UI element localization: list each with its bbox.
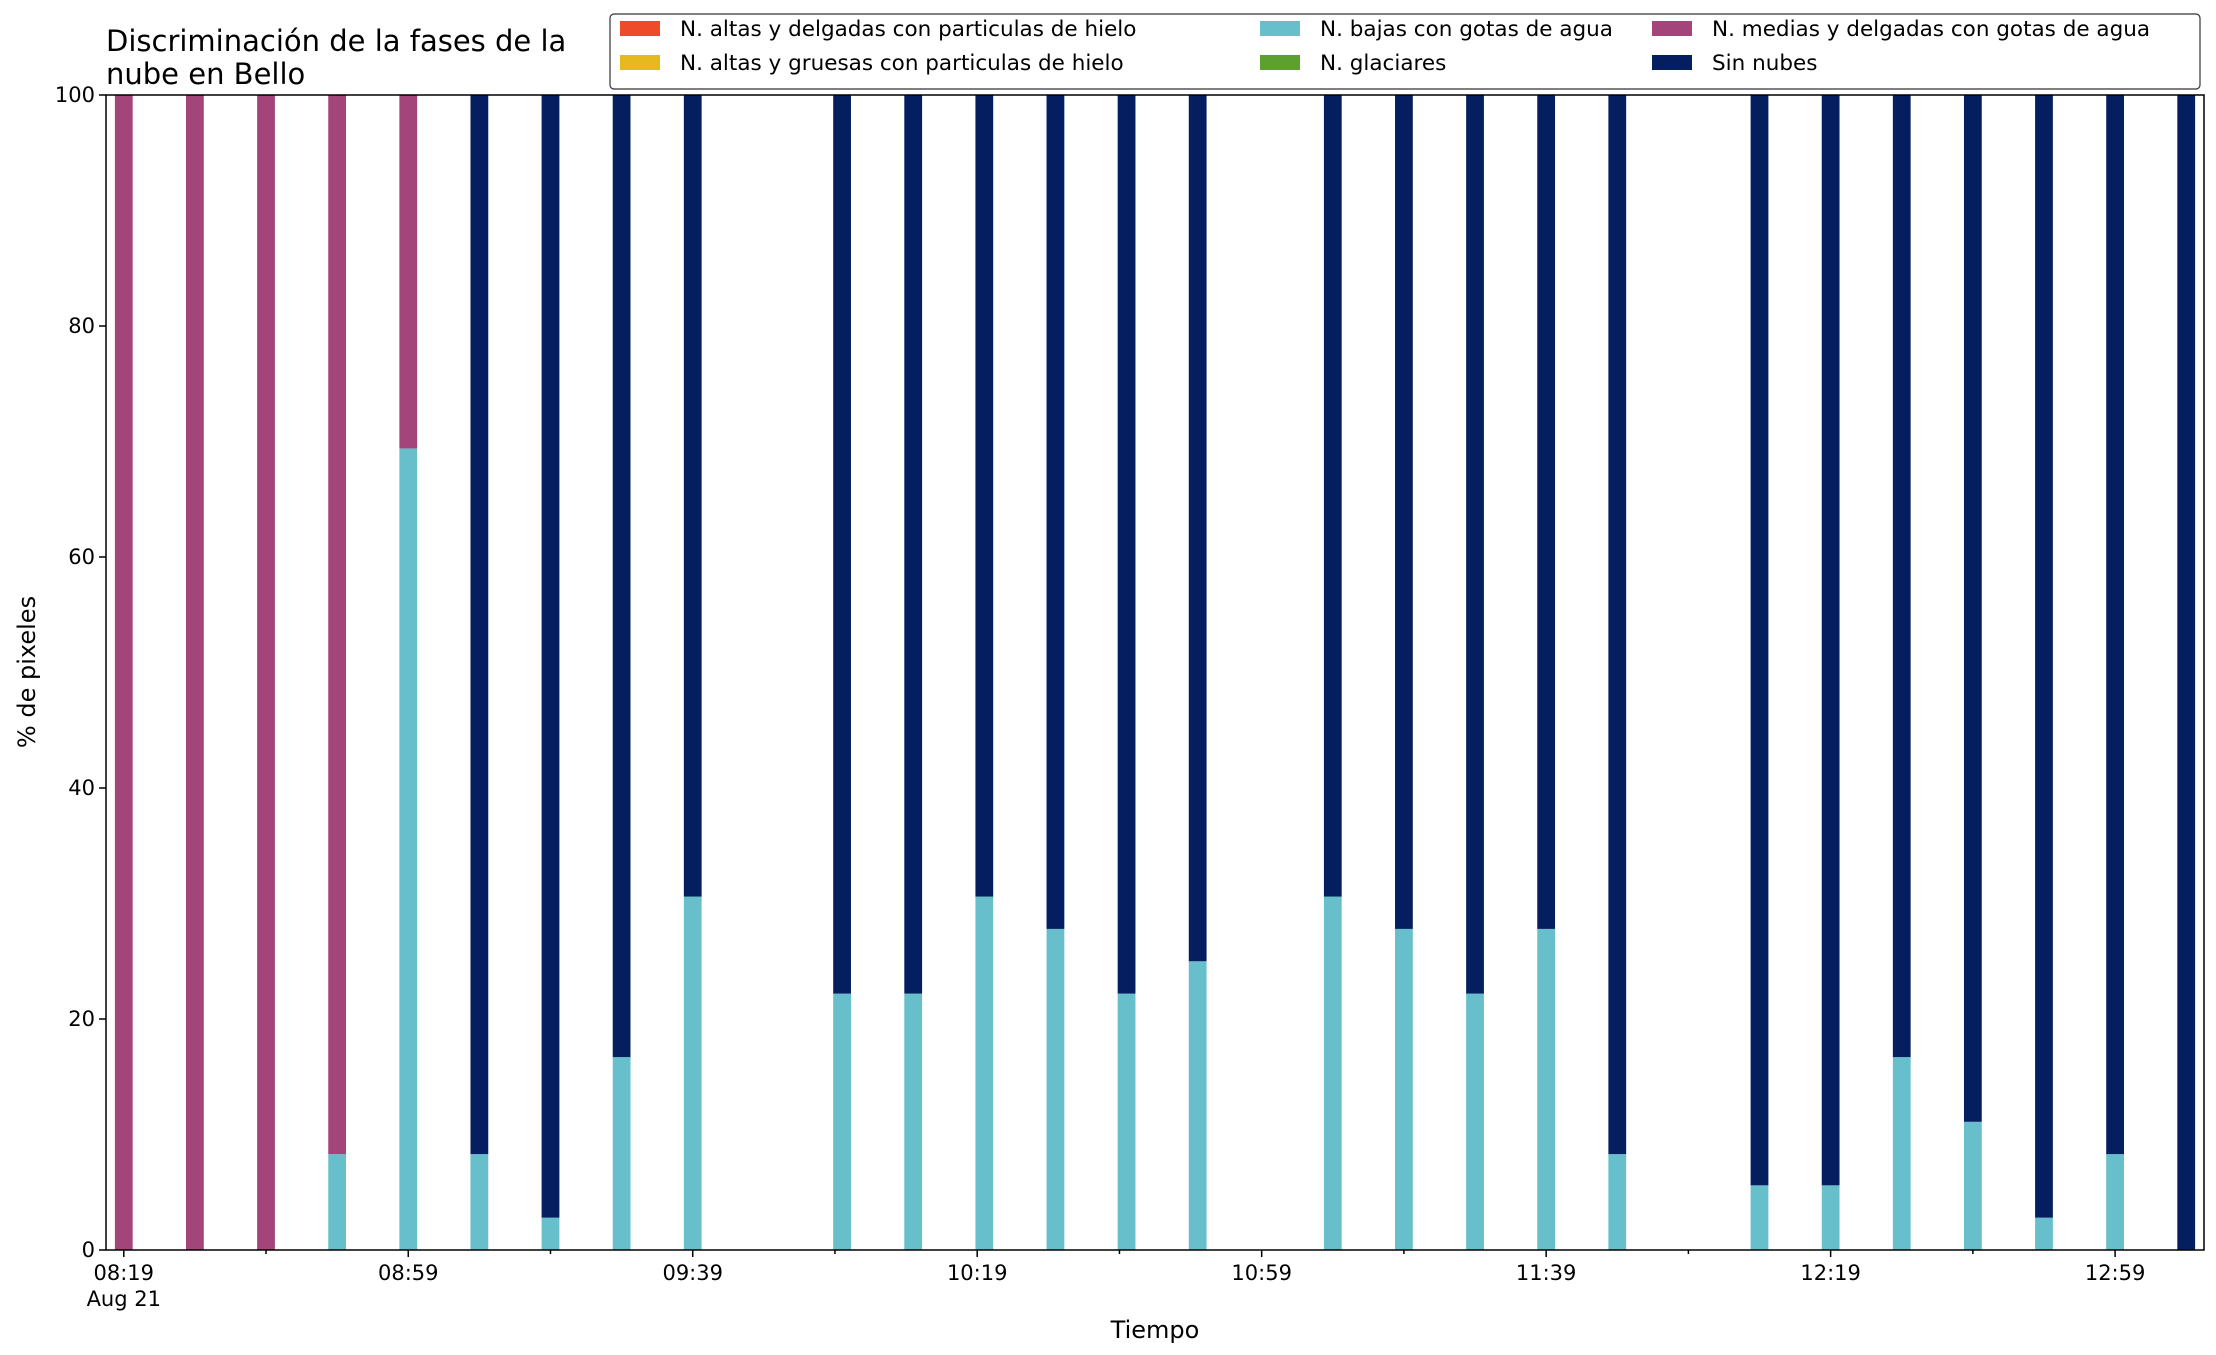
bar-segment: [1750, 95, 1769, 1186]
bar-segment: [683, 896, 702, 1250]
bar-segment: [833, 95, 851, 994]
x-tick-label: 10:19: [947, 1261, 1008, 1285]
bar-segment: [1466, 993, 1484, 1250]
x-tick-sublabel: Aug 21: [87, 1287, 161, 1311]
legend-swatch: [1260, 21, 1300, 36]
bar-segment: [1963, 1121, 1982, 1250]
bar-segment: [1188, 961, 1207, 1250]
legend-swatch: [1652, 55, 1692, 70]
bar-segment: [1892, 95, 1911, 1058]
bar-segment: [1963, 95, 1982, 1122]
legend: N. altas y delgadas con particulas de hi…: [609, 13, 2201, 90]
bar-segment: [114, 95, 133, 1250]
x-tick-label: 12:59: [2085, 1261, 2146, 1285]
x-tick-label: 08:59: [378, 1261, 439, 1285]
y-tick-label: 80: [68, 314, 95, 338]
bar-segment: [2035, 95, 2053, 1218]
bar-segment: [1537, 95, 1556, 929]
y-tick-label: 0: [82, 1238, 95, 1262]
legend-label: N. glaciares: [1320, 51, 1446, 76]
bar-segment: [1046, 95, 1065, 929]
legend-swatch: [1260, 55, 1300, 70]
bar-segment: [1323, 95, 1342, 897]
bar-segment: [975, 95, 994, 897]
x-axis-label: Tiempo: [1110, 1316, 1200, 1344]
bar-segment: [612, 1057, 631, 1250]
legend-swatch: [1652, 21, 1692, 36]
bar-segment: [2177, 95, 2196, 1250]
bar-segment: [2035, 1217, 2053, 1250]
bar-segment: [470, 1154, 489, 1250]
bar-segment: [1046, 928, 1065, 1250]
bar-segment: [399, 95, 418, 449]
y-tick-label: 100: [55, 83, 95, 107]
bar-segment: [541, 1217, 560, 1250]
bar-segment: [975, 896, 994, 1250]
legend-label: N. medias y delgadas con gotas de agua: [1712, 17, 2150, 42]
y-tick-label: 40: [68, 776, 95, 800]
x-tick-label: 09:39: [662, 1261, 723, 1285]
bar-segment: [1537, 928, 1556, 1250]
bar-segment: [1821, 95, 1840, 1186]
bar-segment: [1323, 896, 1342, 1250]
bar-segment: [328, 95, 347, 1155]
legend-swatch: [620, 21, 660, 36]
legend-label: Sin nubes: [1712, 51, 1817, 76]
bar-segment: [833, 993, 851, 1250]
legend-swatch: [620, 55, 660, 70]
bar-segment: [1117, 993, 1136, 1250]
bar-segment: [257, 95, 275, 1250]
bar-segment: [399, 448, 418, 1250]
y-axis-label: % de pixeles: [13, 596, 41, 748]
bar-segment: [186, 95, 204, 1250]
legend-frame: [609, 13, 2201, 90]
bars-layer: [114, 95, 2196, 1250]
y-axis: 0 20 40 60 80 100: [55, 83, 106, 1262]
x-tick-label: 12:19: [1800, 1261, 1861, 1285]
bar-segment: [904, 95, 923, 994]
x-tick-label: 08:19: [94, 1261, 155, 1285]
bar-segment: [1892, 1057, 1911, 1250]
chart-title-line-2: nube en Bello: [106, 57, 305, 91]
bar-segment: [1608, 1154, 1627, 1250]
bar-segment: [1608, 95, 1627, 1155]
plot-frame: [105, 94, 2205, 1251]
chart-title-line-1: Discriminación de la fases de la: [106, 24, 566, 58]
bar-segment: [1466, 95, 1484, 994]
bar-segment: [904, 993, 923, 1250]
bar-segment: [1188, 95, 1207, 962]
bar-segment: [1821, 1185, 1840, 1250]
bar-segment: [2106, 1154, 2124, 1250]
bar-segment: [1395, 928, 1413, 1250]
bar-segment: [470, 95, 489, 1155]
bar-segment: [1117, 95, 1136, 994]
legend-label: N. bajas con gotas de agua: [1320, 17, 1613, 42]
bar-segment: [1750, 1185, 1769, 1250]
legend-label: N. altas y delgadas con particulas de hi…: [680, 17, 1136, 42]
bar-segment: [541, 95, 560, 1218]
bar-segment: [612, 95, 631, 1058]
bar-segment: [1395, 95, 1413, 929]
legend-label: N. altas y gruesas con particulas de hie…: [680, 51, 1124, 76]
y-tick-label: 20: [68, 1007, 95, 1031]
bar-segment: [683, 95, 702, 897]
x-tick-label: 11:39: [1516, 1261, 1577, 1285]
bar-segment: [328, 1154, 347, 1250]
x-tick-label: 10:59: [1231, 1261, 1292, 1285]
bar-segment: [2106, 95, 2124, 1155]
y-tick-label: 60: [68, 545, 95, 569]
chart-title: Discriminación de la fases de la nube en…: [106, 24, 566, 91]
